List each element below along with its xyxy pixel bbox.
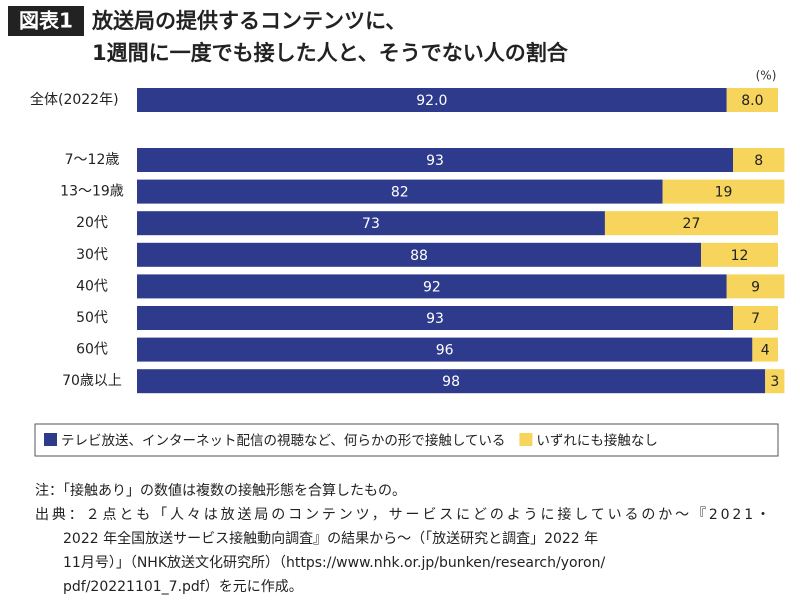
chart-title: 1週間に一度でも接した人と、そうでない人の割合 — [92, 41, 569, 65]
bar-segment — [137, 211, 605, 236]
bar-segment — [604, 211, 778, 236]
value-label: 4 — [761, 343, 770, 359]
value-label: 93 — [426, 311, 444, 327]
bar-segment — [662, 179, 785, 204]
badge-bg — [8, 6, 84, 36]
value-label: 3 — [770, 374, 779, 390]
source-line: pdf/20221101_7.pdf）を元に作成。 — [63, 579, 303, 595]
bar-segment — [733, 148, 785, 172]
y-tick-label: 60代 — [76, 342, 108, 358]
bar-segment — [733, 306, 778, 330]
legend-box — [34, 423, 779, 457]
source-line: 11月号）」（NHK放送文化研究所）（https://www.nhk.or.jp… — [63, 555, 605, 571]
bar-segment — [701, 242, 778, 267]
y-tick-label: 20代 — [76, 215, 108, 231]
source-line: 出典：２点とも「人々は放送局のコンテンツ，サービスにどのように接しているのか～『… — [35, 506, 770, 523]
value-label: 7 — [751, 311, 760, 327]
value-label: 96 — [436, 343, 454, 359]
legend-label: いずれにも接触なし — [536, 432, 658, 449]
bar-segment — [137, 242, 702, 267]
value-label: 12 — [731, 248, 749, 264]
y-tick-label: 全体(2022年) — [30, 91, 119, 108]
value-label: 88 — [410, 248, 428, 264]
value-label: 82 — [391, 185, 409, 201]
bar-segment — [765, 369, 785, 394]
value-label: 8.0 — [741, 93, 763, 109]
value-label: 27 — [683, 216, 701, 232]
value-label: 93 — [426, 153, 444, 169]
y-tick-label: 70歳以上 — [62, 373, 122, 389]
y-tick-label: 50代 — [76, 310, 108, 326]
legend-label: テレビ放送、インターネット配信の視聴など、何らかの形で接触している — [61, 432, 505, 449]
bar-segment — [137, 148, 734, 172]
value-label: 8 — [754, 153, 763, 169]
y-tick-label: 40代 — [76, 278, 108, 294]
bar-segment — [137, 274, 727, 299]
bar-segment — [137, 179, 663, 204]
value-label: 92 — [423, 279, 441, 295]
value-label: 9 — [751, 279, 760, 295]
note: 注：「接触あり」の数値は複数の接触形態を合算したもの。 — [35, 482, 406, 499]
bar-segment — [726, 274, 785, 299]
unit-label: (%) — [756, 69, 777, 83]
y-tick-label: 13〜19歳 — [60, 184, 124, 200]
bar-segment — [752, 337, 778, 362]
legend-swatch — [44, 433, 57, 446]
y-tick-label: 30代 — [76, 247, 108, 263]
bar-segment — [137, 88, 727, 112]
value-label: 98 — [442, 374, 460, 390]
bar-segment — [137, 369, 766, 394]
value-label: 92.0 — [416, 93, 447, 109]
y-tick-label: 7〜12歳 — [65, 152, 120, 168]
value-label: 73 — [362, 216, 380, 232]
bar-segment — [137, 337, 753, 362]
value-label: 19 — [715, 185, 733, 201]
bar-segment — [726, 88, 778, 112]
legend-swatch — [519, 433, 533, 446]
badge: 図表1 — [19, 9, 73, 33]
bar-segment — [137, 306, 734, 330]
chart-title: 放送局の提供するコンテンツに、 — [91, 9, 406, 33]
source-line: 2022 年全国放送サービス接触動向調査』の結果から～（「放送研究と調査」202… — [63, 530, 598, 547]
